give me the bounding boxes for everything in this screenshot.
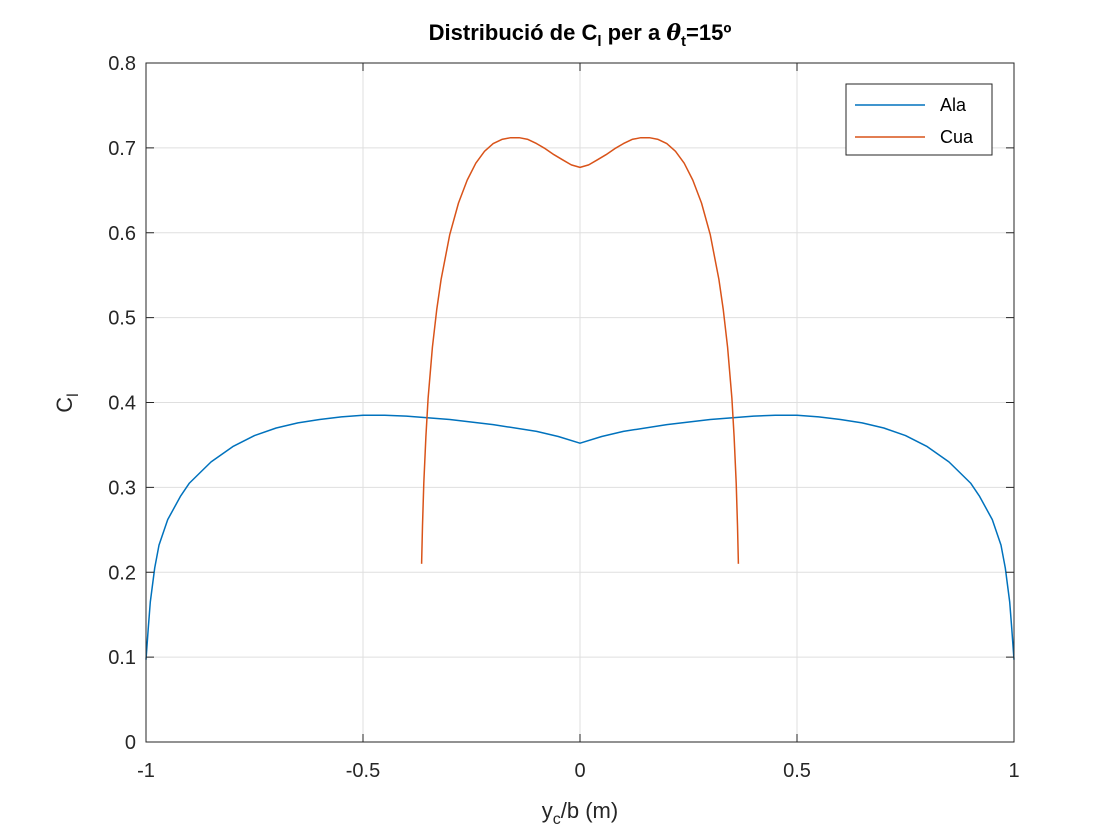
x-axis-label: yc/b (m) — [542, 798, 618, 828]
series-layer — [145, 136, 1015, 660]
x-tick-label: 0 — [574, 760, 585, 782]
series-line-cua — [420, 136, 740, 564]
ticks — [145, 62, 1015, 743]
y-tick-label: 0.4 — [108, 393, 136, 415]
y-tick-label: 0.1 — [108, 647, 136, 669]
legend-label-cua: Cua — [940, 127, 974, 147]
x-tick-label: -0.5 — [346, 760, 380, 782]
legend-label-ala: Ala — [940, 95, 967, 115]
x-tick-label: -1 — [137, 760, 155, 782]
x-tick-label: 1 — [1008, 760, 1019, 782]
y-axis-label: Cl — [52, 393, 82, 412]
legend: Ala Cua — [845, 83, 993, 156]
y-tick-label: 0 — [125, 732, 136, 754]
y-tick-label: 0.6 — [108, 223, 136, 245]
tick-labels: -1 -0.5 0 0.5 1 0 0.1 0.2 0.3 0.4 0.5 0.6 0.7 0.8 — [108, 53, 1019, 782]
y-tick-label: 0.2 — [108, 562, 136, 584]
x-tick-label: 0.5 — [783, 760, 811, 782]
y-tick-label: 0.8 — [108, 53, 136, 75]
y-tick-label: 0.5 — [108, 308, 136, 330]
y-tick-label: 0.3 — [108, 477, 136, 499]
chart-title: Distribució de Cl per a θt=15º — [429, 20, 732, 50]
y-tick-label: 0.7 — [108, 138, 136, 160]
series-line-ala — [145, 414, 1015, 660]
legend-box — [845, 83, 993, 156]
